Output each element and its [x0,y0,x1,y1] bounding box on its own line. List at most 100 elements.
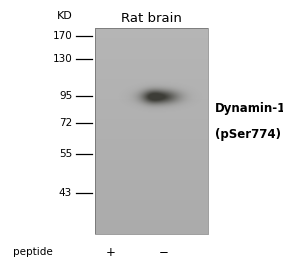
Bar [95,216,208,217]
Bar [95,194,208,195]
Bar [95,65,208,66]
Bar [95,205,208,206]
Bar [95,166,208,167]
Bar [95,167,208,168]
Bar [95,184,208,185]
Bar [95,199,208,200]
Bar [95,29,208,30]
Bar [95,217,208,218]
Bar [95,229,208,230]
Bar [95,207,208,208]
Bar [95,41,208,42]
Bar [95,89,208,91]
Bar [95,134,208,135]
Bar [95,59,208,60]
Bar [95,81,208,82]
Bar [95,55,208,56]
Bar [95,72,208,73]
Bar [95,211,208,212]
Bar [95,28,208,234]
Bar [95,145,208,146]
Bar [95,224,208,225]
Bar [95,132,208,133]
Bar [95,189,208,190]
Bar [95,128,208,129]
Bar [95,223,208,224]
Bar [95,91,208,92]
Bar [95,213,208,214]
Bar [95,101,208,102]
Bar [95,30,208,31]
Bar [95,115,208,116]
Bar [95,204,208,205]
Bar [95,105,208,106]
Bar [95,173,208,174]
Bar [95,33,208,34]
Bar [95,62,208,63]
Text: Rat brain: Rat brain [121,12,182,25]
Bar [95,44,208,45]
Bar [95,84,208,85]
Bar [95,68,208,69]
Bar [95,42,208,43]
Bar [95,186,208,187]
Text: 55: 55 [59,149,72,159]
Bar [95,80,208,81]
Bar [95,122,208,124]
Bar [95,143,208,144]
Bar [95,178,208,179]
Bar [95,100,208,101]
Bar [95,58,208,59]
Bar [95,94,208,95]
Bar [95,111,208,112]
Bar [95,88,208,89]
Bar [95,106,208,107]
Bar [95,190,208,191]
Bar [95,179,208,180]
Bar [95,50,208,51]
Bar [95,92,208,93]
Bar [95,75,208,76]
Bar [95,206,208,207]
Bar [95,148,208,149]
Bar [95,227,208,228]
Bar [95,197,208,199]
Bar [95,188,208,189]
Bar [95,212,208,213]
Bar [95,112,208,113]
Bar [95,162,208,163]
Bar [95,48,208,49]
Bar [95,109,208,110]
Bar [95,47,208,48]
Bar [95,159,208,161]
Bar [95,45,208,46]
Bar [95,144,208,145]
Bar [95,70,208,71]
Bar [95,161,208,162]
Bar [95,119,208,120]
Bar [95,141,208,142]
Bar [95,232,208,233]
Bar [95,155,208,156]
Bar [95,221,208,222]
Bar [95,73,208,74]
Bar [95,131,208,132]
Bar [95,215,208,216]
Bar [95,139,208,140]
Bar [95,69,208,70]
Bar [95,71,208,72]
Text: peptide: peptide [13,247,52,257]
Bar [95,196,208,197]
Bar [95,170,208,171]
Bar [95,64,208,65]
Bar [95,153,208,154]
Bar [95,82,208,83]
Text: 72: 72 [59,118,72,128]
Bar [95,219,208,220]
Text: Dynamin-1: Dynamin-1 [215,102,283,115]
Bar [95,36,208,37]
Bar [95,209,208,210]
Bar [95,158,208,159]
Bar [95,140,208,141]
Bar [95,180,208,181]
